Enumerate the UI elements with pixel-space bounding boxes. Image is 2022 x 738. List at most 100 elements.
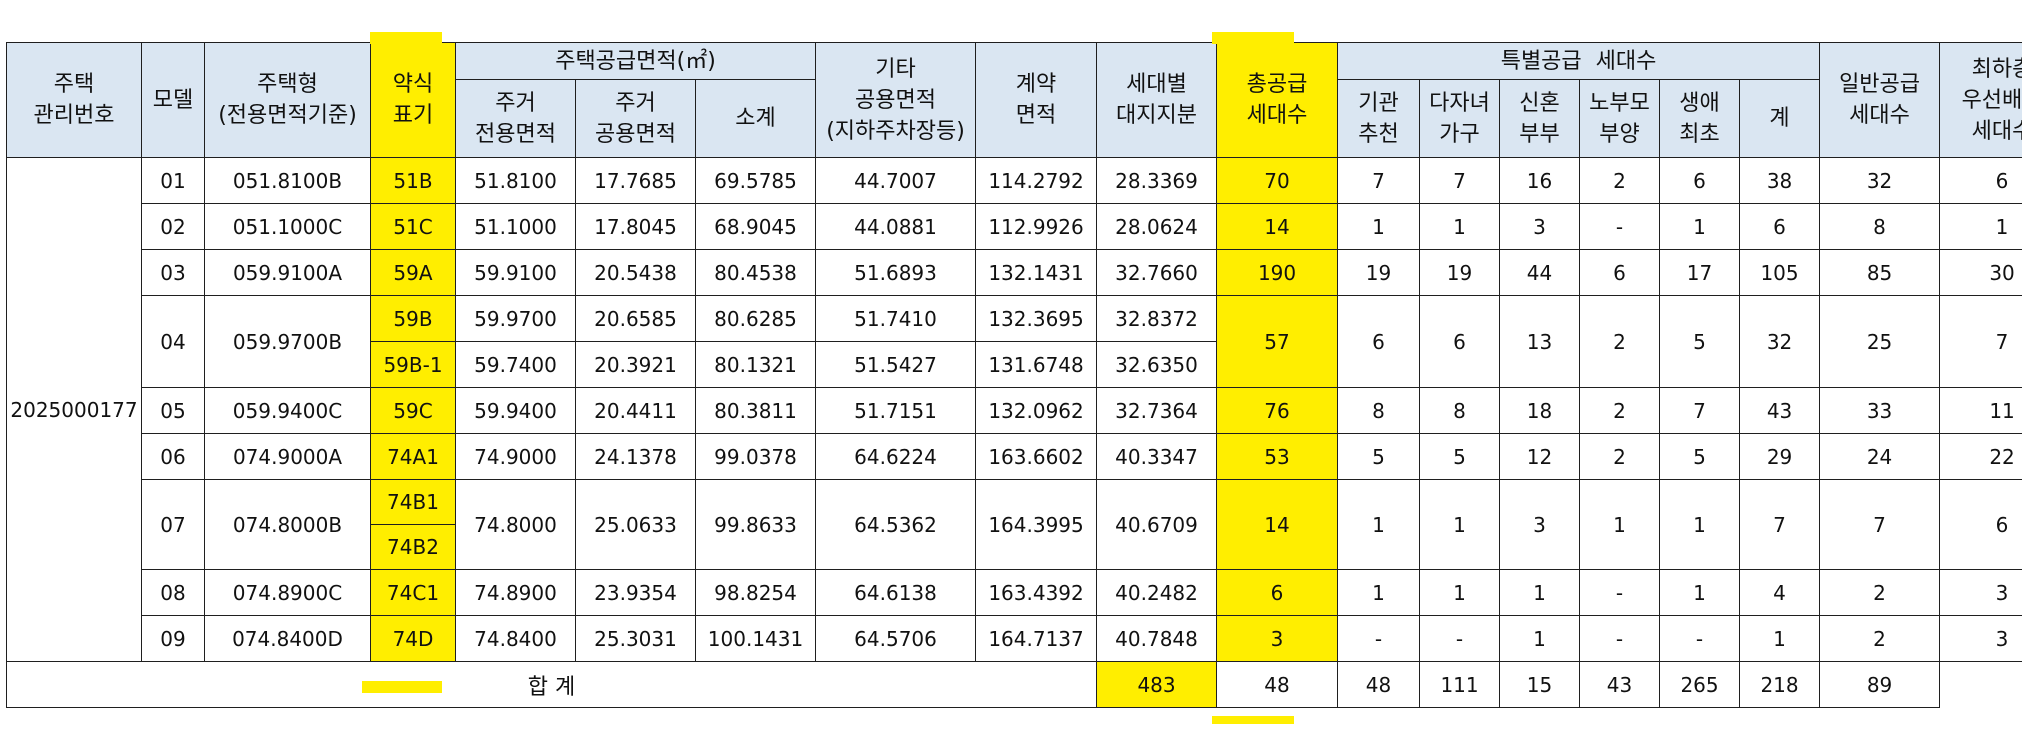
abbrev-cell: 51B bbox=[370, 157, 456, 204]
contract-area-cell: 132.0962 bbox=[975, 387, 1098, 434]
total-supply-cell: 190 bbox=[1216, 249, 1339, 296]
header-institution: 기관 추천 bbox=[1337, 79, 1421, 158]
common-area-cell: 20.3921 bbox=[575, 341, 696, 388]
header-exclusive-area: 주거 전용면적 bbox=[455, 79, 576, 158]
general-supply-cell: 8 bbox=[1819, 203, 1941, 250]
housing-type-cell: 059.9100A bbox=[204, 249, 371, 296]
first-time-cell: 1 bbox=[1659, 479, 1741, 570]
first-time-cell: 5 bbox=[1659, 433, 1741, 480]
top-floor-cell: 22 bbox=[1939, 433, 2022, 480]
elderly-parent-cell: 1 bbox=[1579, 479, 1661, 570]
model-cell: 04 bbox=[141, 295, 205, 388]
land-share-cell: 32.7364 bbox=[1096, 387, 1218, 434]
other-common-cell: 51.7151 bbox=[815, 387, 977, 434]
header-housing-type: 주택형 (전용면적기준) bbox=[204, 42, 371, 158]
other-common-cell: 44.7007 bbox=[815, 157, 977, 204]
newlywed-cell: 16 bbox=[1499, 157, 1581, 204]
model-cell: 09 bbox=[141, 615, 205, 662]
general-supply-cell: 32 bbox=[1819, 157, 1941, 204]
top-floor-cell: 30 bbox=[1939, 249, 2022, 296]
elderly-parent-cell: - bbox=[1579, 203, 1661, 250]
general-supply-cell: 25 bbox=[1819, 295, 1941, 388]
abbrev-cell: 59B bbox=[370, 295, 456, 342]
land-share-cell: 40.7848 bbox=[1096, 615, 1218, 662]
table-row: 09 074.8400D 74D 74.8400 25.3031 100.143… bbox=[7, 615, 2022, 662]
contract-area-cell: 114.2792 bbox=[975, 157, 1098, 204]
top-floor-cell: 6 bbox=[1939, 479, 2022, 570]
housing-type-cell: 074.8900C bbox=[204, 569, 371, 616]
newlywed-cell: 3 bbox=[1499, 479, 1581, 570]
land-share-cell: 32.7660 bbox=[1096, 249, 1218, 296]
housing-supply-table: 주택 관리번호 모델 주택형 (전용면적기준) 약식 표기 주택공급면적(㎡) … bbox=[5, 42, 2022, 708]
totals-row: 합 계 483 48 48 111 15 43 265 218 89 bbox=[5, 661, 2022, 708]
newlywed-sum: 111 bbox=[1419, 661, 1501, 708]
abbrev-highlight-bottom bbox=[362, 681, 442, 693]
table-row: 2025000177 01 051.8100B 51B 51.8100 17.7… bbox=[6, 157, 2022, 662]
multi-child-cell: 1 bbox=[1419, 569, 1501, 616]
model-cell: 05 bbox=[141, 387, 205, 434]
exclusive-area-cell: 74.8400 bbox=[455, 615, 576, 662]
subtotal-cell: 80.4538 bbox=[694, 249, 817, 296]
special-total-cell: 105 bbox=[1739, 249, 1821, 296]
subtotal-cell: 98.8254 bbox=[694, 569, 817, 616]
multi-child-cell: 7 bbox=[1419, 157, 1501, 204]
special-total-cell: 38 bbox=[1739, 157, 1821, 204]
general-supply-cell: 2 bbox=[1819, 569, 1941, 616]
multi-child-cell: 1 bbox=[1419, 479, 1501, 570]
other-common-cell: 64.6138 bbox=[815, 569, 977, 616]
mgmt-number-cell: 2025000177 bbox=[6, 157, 142, 662]
abbrev-cell: 51C bbox=[370, 203, 456, 250]
institution-cell: 1 bbox=[1337, 479, 1421, 570]
institution-cell: 19 bbox=[1337, 249, 1421, 296]
header-multi-child: 다자녀 가구 bbox=[1419, 79, 1501, 158]
contract-area-cell: 112.9926 bbox=[975, 203, 1098, 250]
first-time-cell: 1 bbox=[1659, 569, 1741, 616]
land-share-cell: 28.3369 bbox=[1096, 157, 1218, 204]
common-area-cell: 20.6585 bbox=[575, 295, 696, 342]
contract-area-cell: 164.7137 bbox=[975, 615, 1098, 662]
other-common-cell: 64.5706 bbox=[815, 615, 977, 662]
housing-type-cell: 074.8400D bbox=[204, 615, 371, 662]
total-supply-cell: 3 bbox=[1216, 615, 1339, 662]
other-common-cell: 44.0881 bbox=[815, 203, 977, 250]
table-row: 08 074.8900C 74C1 74.8900 23.9354 98.825… bbox=[7, 569, 2022, 616]
table-row: 07 074.8000B 74B1 74.8000 25.0633 99.863… bbox=[7, 479, 2022, 570]
other-common-cell: 64.5362 bbox=[815, 479, 977, 570]
common-area-cell: 23.9354 bbox=[575, 569, 696, 616]
multi-child-cell: 5 bbox=[1419, 433, 1501, 480]
header-abbreviation: 약식 표기 bbox=[370, 42, 456, 158]
exclusive-area-cell: 51.8100 bbox=[455, 157, 576, 204]
supply-table-container: 주택 관리번호 모델 주택형 (전용면적기준) 약식 표기 주택공급면적(㎡) … bbox=[5, 42, 2022, 708]
total-supply-cell: 57 bbox=[1216, 295, 1339, 388]
abbrev-cell: 74A1 bbox=[370, 433, 456, 480]
common-area-cell: 17.8045 bbox=[575, 203, 696, 250]
institution-cell: 6 bbox=[1337, 295, 1421, 388]
newlywed-cell: 1 bbox=[1499, 615, 1581, 662]
first-time-cell: 6 bbox=[1659, 157, 1741, 204]
newlywed-cell: 3 bbox=[1499, 203, 1581, 250]
special-total-cell: 7 bbox=[1739, 479, 1821, 570]
subtotal-cell: 69.5785 bbox=[694, 157, 817, 204]
contract-area-cell: 163.6602 bbox=[975, 433, 1098, 480]
land-share-cell: 28.0624 bbox=[1096, 203, 1218, 250]
special-total-cell: 4 bbox=[1739, 569, 1821, 616]
abbrev-cell: 74D bbox=[370, 615, 456, 662]
abbrev-cell: 74C1 bbox=[370, 569, 456, 616]
institution-cell: 8 bbox=[1337, 387, 1421, 434]
newlywed-cell: 1 bbox=[1499, 569, 1581, 616]
other-common-cell: 51.6893 bbox=[815, 249, 977, 296]
header-contract-area: 계약 면적 bbox=[975, 42, 1098, 158]
special-total-cell: 43 bbox=[1739, 387, 1821, 434]
model-cell: 08 bbox=[141, 569, 205, 616]
elderly-parent-cell: - bbox=[1579, 615, 1661, 662]
special-total-sum: 265 bbox=[1659, 661, 1741, 708]
multi-child-cell: - bbox=[1419, 615, 1501, 662]
total-supply-cell: 53 bbox=[1216, 433, 1339, 480]
land-share-cell: 32.8372 bbox=[1096, 295, 1218, 342]
abbrev-cell: 59C bbox=[370, 387, 456, 434]
exclusive-area-cell: 59.9700 bbox=[455, 295, 576, 342]
total-supply-cell: 6 bbox=[1216, 569, 1339, 616]
totals-label: 합 계 bbox=[5, 661, 1098, 708]
exclusive-area-cell: 51.1000 bbox=[455, 203, 576, 250]
elderly-parent-cell: - bbox=[1579, 569, 1661, 616]
